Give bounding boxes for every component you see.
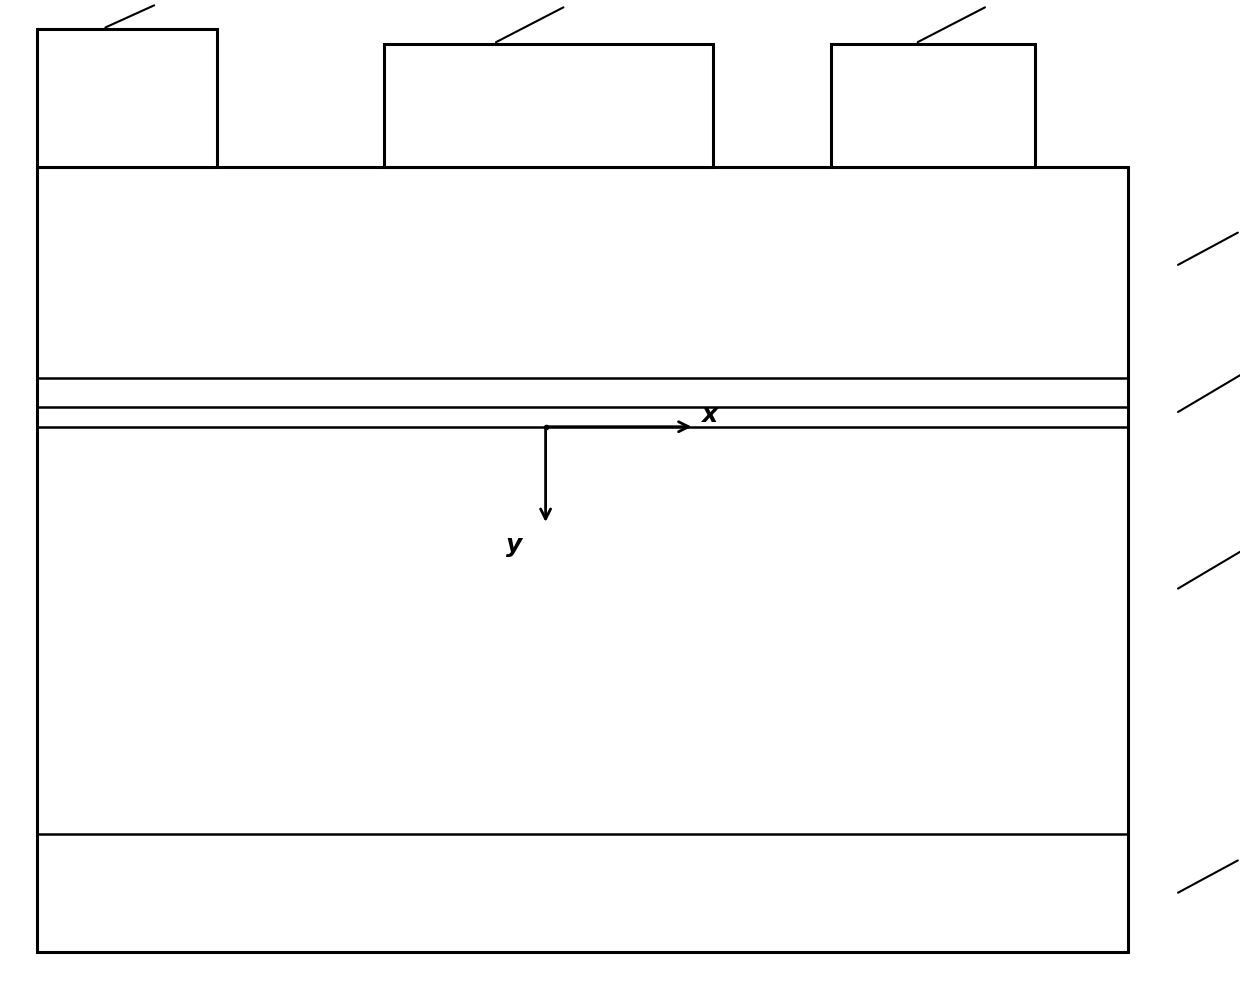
Bar: [37, 29, 217, 167]
Text: 104: 104: [1178, 202, 1240, 265]
Text: 106: 106: [918, 0, 1045, 42]
Text: x: x: [701, 403, 717, 427]
Bar: [831, 44, 1035, 167]
Text: 102: 102: [1178, 521, 1240, 589]
Text: 107: 107: [496, 0, 624, 42]
Text: y: y: [506, 533, 523, 556]
Text: 103: 103: [1178, 344, 1240, 412]
Bar: [384, 44, 713, 167]
Text: 105: 105: [105, 0, 215, 27]
Bar: [37, 167, 1128, 952]
Text: 101: 101: [1178, 830, 1240, 893]
